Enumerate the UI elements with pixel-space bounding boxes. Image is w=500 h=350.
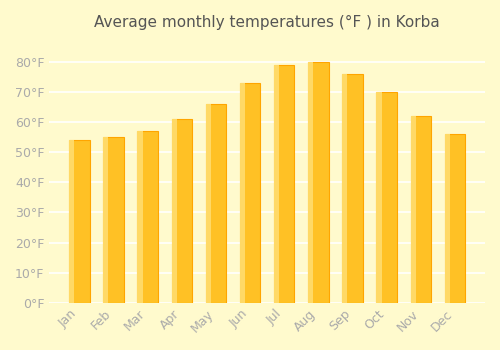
Bar	[172, 119, 176, 303]
Bar	[69, 140, 74, 303]
Bar	[206, 104, 226, 303]
Bar	[410, 116, 431, 303]
Bar	[342, 74, 363, 303]
Bar	[240, 83, 245, 303]
Bar	[104, 137, 108, 303]
Bar	[69, 140, 89, 303]
Bar	[342, 74, 347, 303]
Title: Average monthly temperatures (°F ) in Korba: Average monthly temperatures (°F ) in Ko…	[94, 15, 440, 30]
Bar	[274, 65, 294, 303]
Bar	[444, 134, 450, 303]
Bar	[104, 137, 124, 303]
Bar	[410, 116, 416, 303]
Bar	[444, 134, 465, 303]
Bar	[308, 62, 328, 303]
Bar	[274, 65, 279, 303]
Bar	[138, 131, 142, 303]
Bar	[376, 92, 397, 303]
Bar	[308, 62, 314, 303]
Bar	[240, 83, 260, 303]
Bar	[376, 92, 382, 303]
Bar	[206, 104, 211, 303]
Bar	[172, 119, 192, 303]
Bar	[138, 131, 158, 303]
